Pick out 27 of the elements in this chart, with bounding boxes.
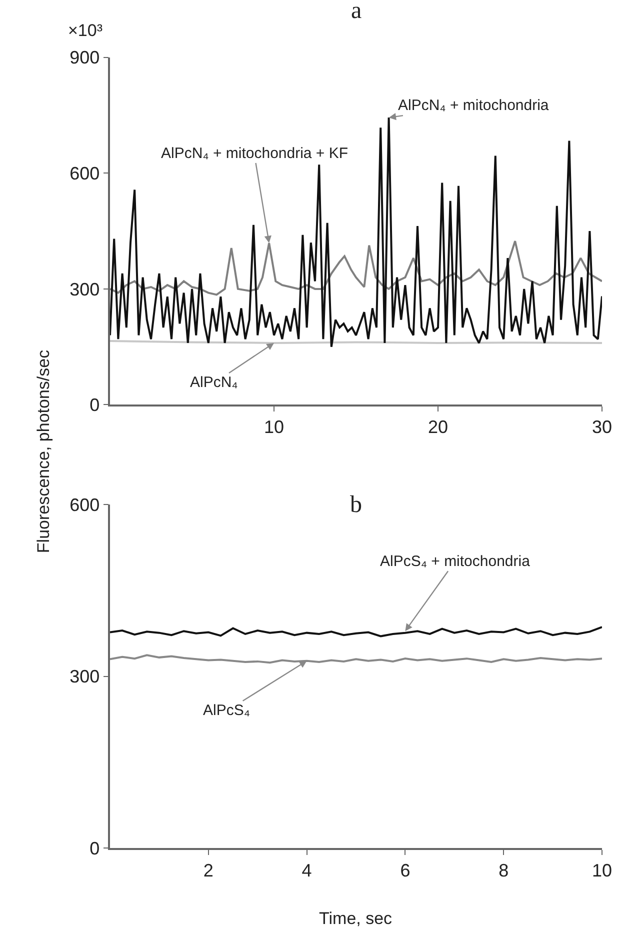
annotation: AlPcS₄ + mitochondria	[380, 553, 531, 570]
x-tick-label: 10	[264, 417, 284, 438]
x-tick-label: 6	[400, 860, 410, 880]
y-axis-title: Fluorescence, photons/sec	[34, 349, 54, 554]
x-tick-label: 2	[203, 860, 214, 880]
annotation: AlPcS₄	[203, 702, 250, 719]
x-axis-title: Time, sec	[319, 909, 393, 928]
y-tick-label: 300	[70, 666, 100, 687]
y-tick-label: 0	[90, 838, 100, 858]
chart-title: b	[350, 492, 362, 518]
annotation: AlPcN₄ + mitochondria + KF	[161, 145, 348, 162]
x-tick-label: 4	[302, 860, 312, 880]
y-tick-label: 600	[70, 494, 100, 515]
chart-title: a	[351, 0, 362, 24]
line-series	[110, 654, 602, 664]
annotation: AlPcN₄	[190, 374, 238, 391]
x-tick-label: 30	[592, 417, 612, 438]
y-tick-label: 300	[70, 279, 100, 300]
y-tick-label: 900	[70, 48, 100, 68]
text: ×10³	[68, 21, 103, 40]
x-tick-label: 8	[498, 860, 509, 880]
y-tick-label: 600	[70, 163, 100, 184]
x-tick-label: 10	[592, 860, 612, 880]
annotation: AlPcN₄ + mitochondria	[398, 97, 550, 114]
line-series	[110, 626, 602, 638]
x-tick-label: 20	[428, 417, 448, 438]
y-tick-label: 0	[90, 395, 100, 416]
